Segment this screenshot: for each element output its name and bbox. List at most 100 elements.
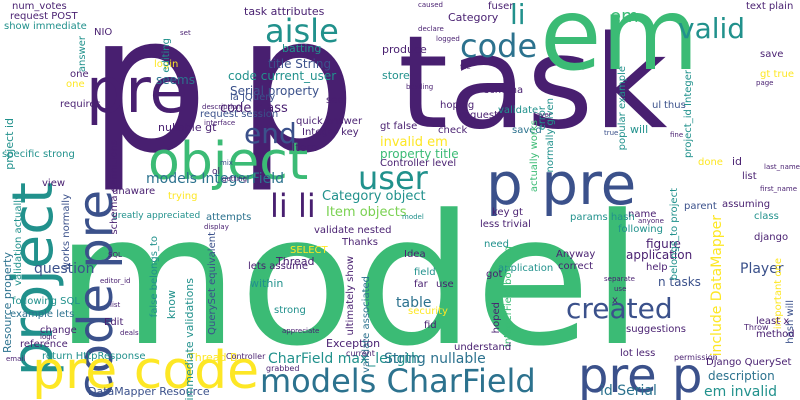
- word-code-current-user: code current_user: [228, 69, 337, 83]
- word-validate-nested: validate nested: [314, 225, 392, 236]
- word-security: security: [408, 306, 448, 317]
- word-lot-less: lot less: [620, 348, 656, 359]
- word-false-belongs-to: false belongs_to: [149, 236, 160, 318]
- word-deals: deals: [120, 329, 139, 337]
- word-em-invalid: em invalid: [704, 384, 777, 400]
- word-django-queryset: Django QuerySet: [706, 357, 792, 368]
- word-layer: layer: [534, 111, 552, 119]
- word-anyone: anyone: [638, 217, 664, 225]
- word-caused: caused: [418, 1, 443, 9]
- word-hoped: hoped: [491, 302, 502, 334]
- word-controller: Controller: [226, 352, 266, 361]
- word-list: list: [742, 171, 757, 182]
- word-p-pre: p pre: [486, 150, 637, 218]
- word-gt-true: gt true: [760, 69, 794, 80]
- word-project-id-integer: project_id Integer: [683, 70, 694, 158]
- word-normally-given: normally given: [545, 98, 556, 173]
- word-last-name: last_name: [764, 163, 800, 171]
- word-id-serial: id Serial: [600, 383, 657, 399]
- word-nio: NIO: [94, 27, 113, 38]
- word-help: help: [646, 262, 668, 273]
- word-charfield-max-length: CharField max_length: [268, 351, 420, 367]
- word-thread: Thread: [276, 255, 315, 268]
- word-trying: trying: [168, 191, 198, 202]
- word-include-datamapper: include DataMapper: [709, 215, 725, 357]
- word-logic: logic: [40, 333, 57, 341]
- word-user: user: [358, 159, 428, 197]
- word-got: got: [486, 269, 503, 280]
- word-see: see: [326, 95, 344, 106]
- word-end: end: [244, 117, 297, 150]
- word-aisle: aisle: [265, 12, 339, 50]
- word-task: task: [398, 9, 668, 158]
- word-change: change: [40, 325, 77, 336]
- word-datamapper-resource: DataMapper Resource: [88, 385, 210, 398]
- word-least-x: least x: [756, 316, 790, 327]
- word-works-normally: works normally: [61, 194, 72, 271]
- word-description: description: [708, 369, 775, 383]
- word-rule: rule: [422, 59, 436, 67]
- word-grabbed: grabbed: [266, 364, 300, 373]
- word-p: p: [88, 0, 209, 195]
- word-actually-works: actually works: [529, 120, 540, 193]
- word-exception: Exception: [326, 337, 381, 350]
- word-know: know: [165, 290, 178, 320]
- word-greatly-appreciated: greatly appreciated: [112, 211, 201, 221]
- word-strong: strong: [274, 305, 306, 316]
- word-project-id: project id: [3, 118, 16, 170]
- word-schema-definitions: schema definitions: [109, 140, 120, 235]
- word-p: p: [236, 0, 357, 195]
- word-title-string: title String: [268, 57, 332, 71]
- word-editing: editing: [161, 38, 172, 73]
- word-following: following: [618, 224, 663, 235]
- word-interface: interface: [204, 119, 236, 127]
- word-models-integerfield: models IntegerField: [146, 171, 285, 187]
- word-thanks: Thanks: [342, 237, 378, 248]
- word-params-hash: params hash: [570, 212, 635, 223]
- word-use: use: [436, 279, 454, 290]
- word-model: model: [55, 177, 644, 386]
- word-validation-actually: validation actually: [13, 194, 24, 286]
- word-quick-answer: quick answer: [296, 116, 363, 127]
- word-correct: correct: [558, 261, 594, 272]
- word-check: check: [438, 125, 468, 136]
- word-immediate-validations: immediate validations: [183, 277, 196, 400]
- word-hoping: hoping: [440, 100, 475, 111]
- word-bowling: bowling: [406, 83, 434, 91]
- word-string-nullable: String nullable: [384, 351, 486, 367]
- word-return-httpresponse: return HttpResponse: [42, 351, 146, 362]
- word-fuser: fuser: [488, 1, 514, 12]
- word-category: Category: [448, 11, 499, 24]
- word-valid: valid: [678, 12, 746, 45]
- word-gt-false: gt false: [380, 121, 418, 132]
- word-models-charfield: models CharField: [260, 362, 536, 400]
- word-login: login: [154, 59, 179, 70]
- word-n-tasks: n tasks: [658, 275, 701, 289]
- word-thread-b: Thread B: [188, 351, 238, 364]
- word-first-name: first_name: [760, 185, 798, 193]
- word-request: request: [460, 110, 499, 121]
- word-integerfield-bowling: IntegerField bowling: [503, 246, 514, 348]
- word-far: far: [414, 279, 428, 290]
- word-li: li: [510, 0, 526, 31]
- word-mix: mix: [220, 159, 233, 167]
- word-class: class: [754, 211, 779, 222]
- word-unaware: unaware: [112, 186, 156, 197]
- word-true: true: [604, 129, 619, 137]
- word-description: description: [202, 103, 241, 111]
- word-permission: permission: [674, 353, 718, 362]
- word-page: page: [756, 79, 774, 87]
- word-fine: fine: [670, 131, 684, 139]
- word-request-session: request session: [200, 109, 279, 120]
- word-popular-example: popular example: [617, 66, 628, 151]
- word-li-li: li li: [270, 187, 316, 225]
- word-use: use: [614, 285, 627, 293]
- word-view: view: [42, 178, 66, 189]
- word-batting: batting: [282, 42, 322, 55]
- word-parent: parent: [684, 201, 717, 212]
- word-suggestions: suggestions: [626, 324, 686, 335]
- word-player: Player: [740, 261, 784, 277]
- word-name: name: [628, 209, 657, 220]
- word-throw: Throw: [744, 323, 769, 332]
